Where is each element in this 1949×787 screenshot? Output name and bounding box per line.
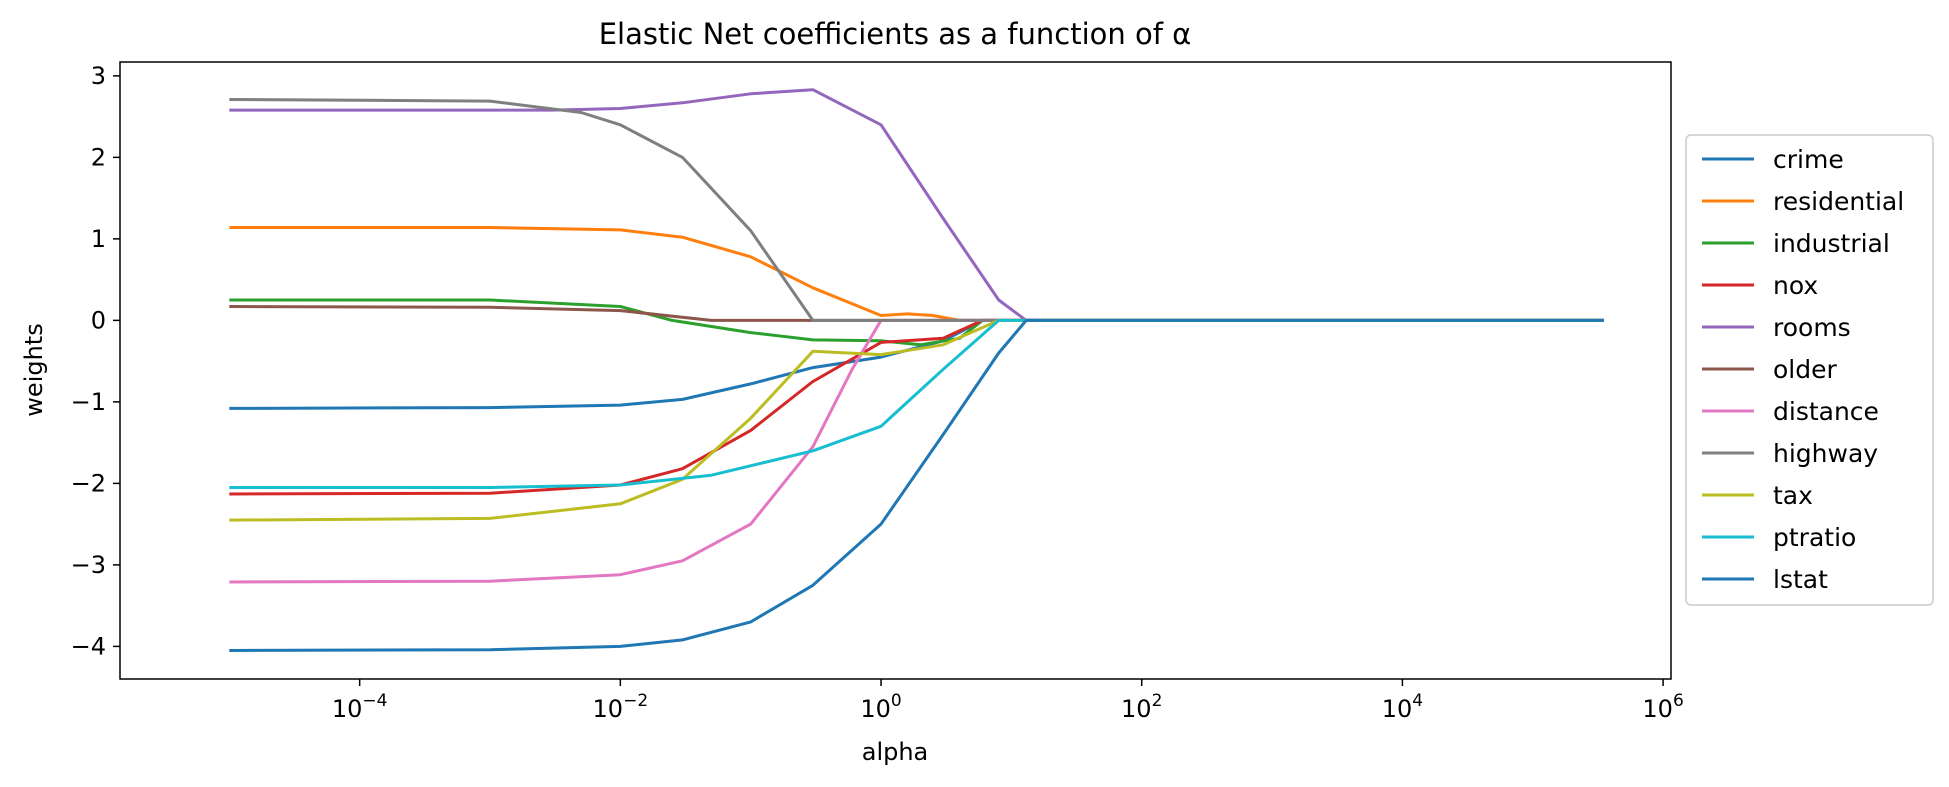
chart-title: Elastic Net coefficients as a function o…	[599, 17, 1192, 51]
x-tick-label: 106	[1642, 691, 1683, 723]
legend-label-distance: distance	[1773, 397, 1879, 426]
legend-label-nox: nox	[1773, 271, 1818, 300]
legend-label-ptratio: ptratio	[1773, 523, 1856, 552]
y-tick-label: 1	[91, 225, 106, 253]
legend-box	[1685, 134, 1934, 606]
x-tick-label: 102	[1121, 691, 1162, 723]
x-tick-label: 100	[860, 691, 901, 723]
series-line-distance	[229, 318, 1604, 584]
series-line-ptratio	[229, 318, 1604, 489]
legend-label-highway: highway	[1773, 439, 1878, 468]
plot-frame	[119, 61, 1672, 680]
legend: crime residential industrial nox rooms older d…	[1685, 134, 1934, 606]
y-axis-label: weights	[20, 323, 48, 416]
y-tick-label: 2	[91, 143, 106, 171]
legend-label-industrial: industrial	[1773, 229, 1890, 258]
y-tick-label: −1	[71, 388, 106, 416]
y-tick-label: −4	[71, 632, 106, 660]
x-axis-ticks: 10−4 10−2 100 102 104 106	[332, 679, 1684, 723]
legend-label-older: older	[1773, 355, 1837, 384]
y-tick-label: 0	[91, 306, 106, 334]
series-line-tax	[229, 318, 1604, 522]
legend-label-residential: residential	[1773, 187, 1904, 216]
series-line-lstat	[229, 318, 1604, 652]
series-line-highway	[229, 98, 1604, 322]
x-axis-label: alpha	[862, 738, 929, 766]
legend-label-tax: tax	[1773, 481, 1813, 510]
legend-label-rooms: rooms	[1773, 313, 1851, 342]
y-tick-label: −3	[71, 551, 106, 579]
y-tick-label: 3	[91, 62, 106, 90]
y-axis-ticks: 3 2 1 0 −1 −2 −3 −4	[71, 62, 120, 660]
x-tick-label: 104	[1382, 691, 1423, 723]
legend-label-lstat: lstat	[1773, 565, 1828, 594]
series-lines	[229, 88, 1604, 652]
x-tick-label: 10−2	[593, 691, 649, 723]
series-line-rooms	[229, 88, 1604, 322]
series-line-industrial	[229, 298, 1604, 347]
series-line-nox	[229, 318, 1604, 496]
legend-label-crime: crime	[1773, 145, 1844, 174]
x-tick-label: 10−4	[332, 691, 388, 723]
y-tick-label: −2	[71, 469, 106, 497]
series-line-residential	[229, 226, 1604, 322]
